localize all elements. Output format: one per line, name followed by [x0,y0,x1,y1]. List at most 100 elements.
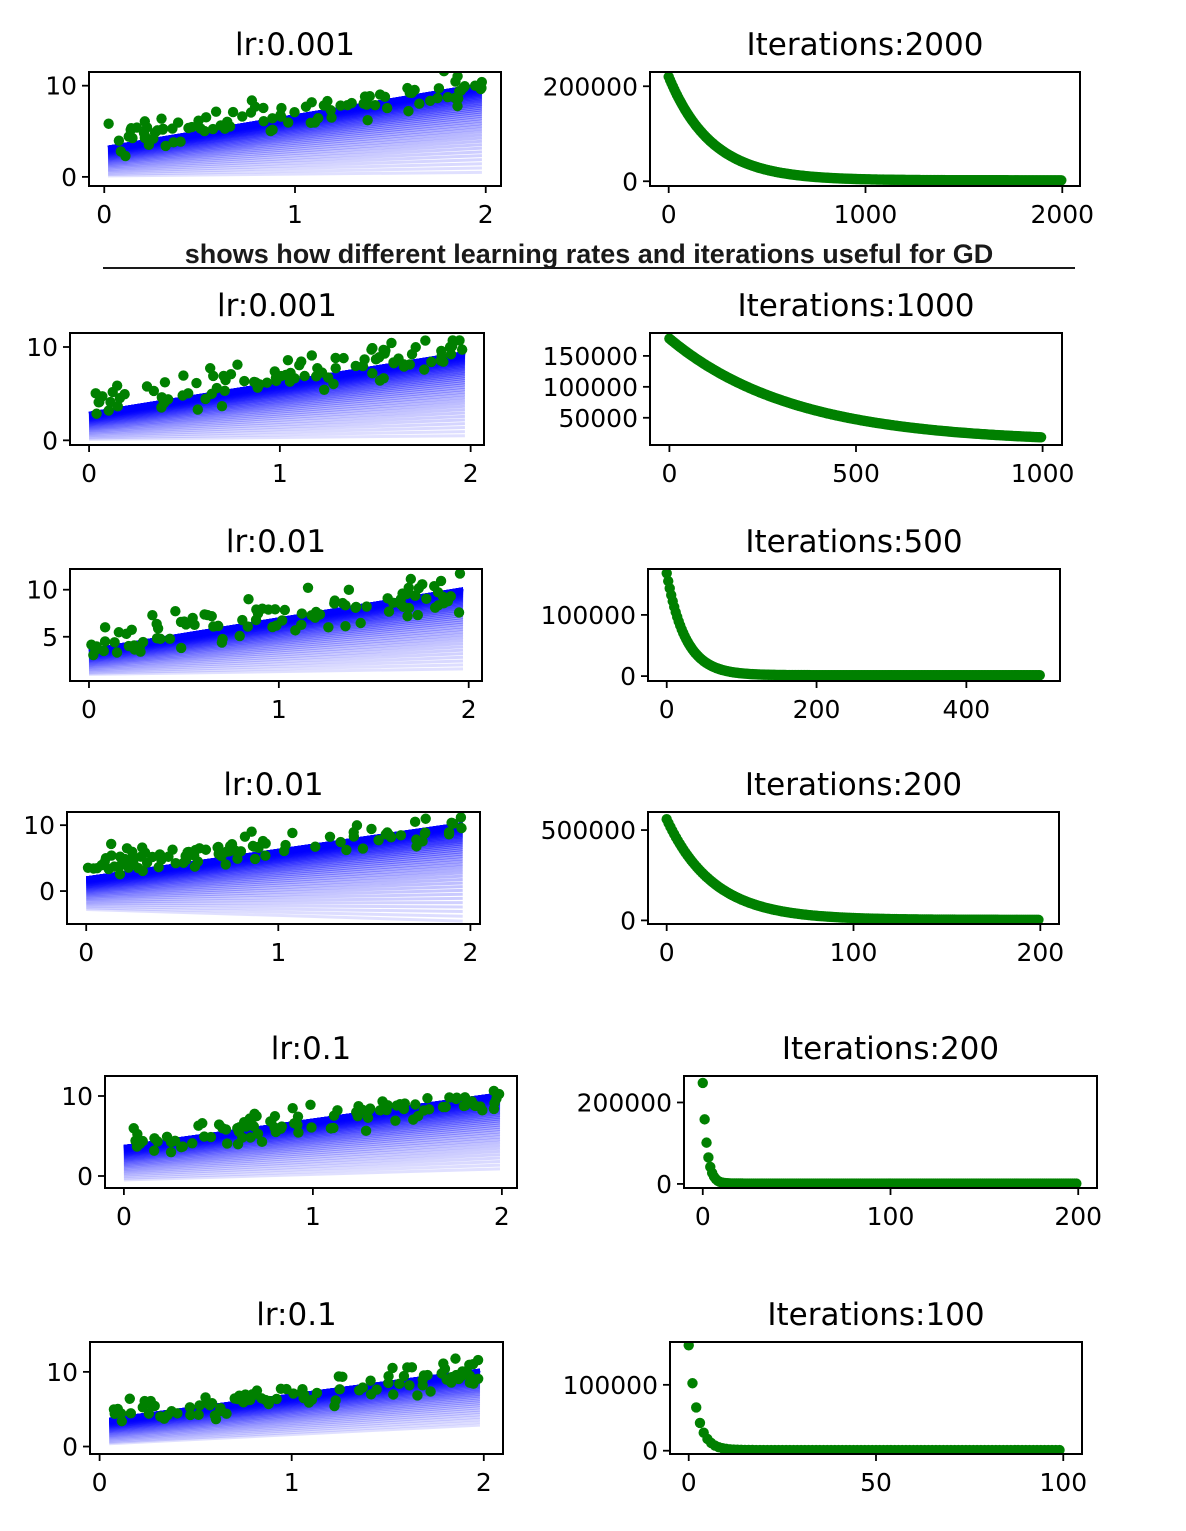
data-point [168,137,179,148]
data-point [109,637,120,648]
data-point [245,1132,256,1143]
axes-frame [89,1341,504,1455]
data-point [147,610,158,621]
data-point [306,1122,317,1133]
cost-point [701,1137,712,1148]
fit-line [88,638,464,668]
data-point [156,392,168,403]
data-point [103,118,114,129]
data-point [381,102,393,114]
data-point [292,1119,303,1131]
data-point [332,1105,343,1116]
fit-line [88,385,466,426]
data-point [170,606,181,617]
fit-line [86,903,463,909]
fit-line [109,1415,481,1442]
data-point [175,642,187,654]
panel-title: lr:0.01 [223,767,323,803]
x-tick-label: 0 [78,938,94,967]
cost-point [1035,432,1047,443]
data-point [399,1098,410,1109]
data-point [306,97,317,108]
data-point [293,1127,304,1138]
data-point [438,1358,449,1369]
data-point [450,1353,461,1364]
data-point [105,838,117,850]
fit-line [86,906,463,918]
data-point [115,146,127,157]
x-tick-label: 2 [462,938,478,967]
plot-area [103,72,488,178]
cost-point [703,1152,714,1163]
y-tick-label: 10 [26,576,58,605]
data-point [409,84,420,96]
data-point [287,1103,298,1114]
data-point [466,1096,477,1107]
fit-line [86,852,463,890]
fit-line [86,862,463,893]
data-point [175,616,187,628]
data-point [330,1395,341,1406]
fit-line [86,859,463,892]
data-point [204,363,216,374]
plot-area [82,812,467,923]
data-point [165,1146,177,1158]
panel-title: lr:0.001 [235,27,355,63]
data-point [330,363,341,374]
x-tick-label: 2 [463,459,479,488]
data-point [152,623,164,634]
fit-line [107,110,483,158]
data-point [367,343,378,354]
data-point [221,1138,233,1149]
data-point [256,1136,268,1148]
data-point [200,1392,211,1403]
data-point [423,1104,435,1115]
data-point [323,622,334,633]
panel-title: lr:0.01 [226,524,326,560]
fit-line [86,846,463,888]
data-point [237,1132,248,1143]
y-tick-label: 0 [642,1437,658,1466]
x-tick-label: 0 [661,459,677,488]
data-point [357,360,369,372]
fit-line [86,844,463,887]
data-point [232,1123,243,1134]
plot-area [86,569,466,676]
fit-line [108,158,482,174]
data-point [402,610,413,622]
data-point [205,1131,217,1143]
fit-line [89,414,465,435]
x-tick-label: 2 [461,695,477,724]
data-point [105,396,116,408]
data-point [361,601,372,612]
axes-frame [104,1075,518,1189]
data-point [213,1119,225,1130]
data-point [192,404,204,415]
plot-area [123,1085,505,1182]
data-point [455,812,467,823]
fit-line [109,1406,481,1438]
data-point [93,397,104,408]
fit-line [88,616,464,661]
fit-line [107,112,483,159]
y-tick-label: 10 [61,1082,93,1111]
data-point [279,604,291,616]
y-tick-label: 100000 [543,373,638,402]
data-point [256,1393,267,1404]
data-point [454,569,466,579]
plot-area [663,72,1067,186]
data-point [160,140,171,152]
data-point [193,115,204,126]
data-point [351,820,363,831]
data-point [141,381,153,392]
data-point [271,620,282,631]
data-point [280,369,291,381]
x-tick-label: 1 [272,459,288,488]
data-point [139,116,151,127]
data-point [330,352,341,364]
x-tick-label: 1 [270,938,286,967]
x-tick-label: 100 [1039,1468,1087,1497]
cost-point [691,1402,702,1413]
y-tick-label: 10 [23,811,55,840]
